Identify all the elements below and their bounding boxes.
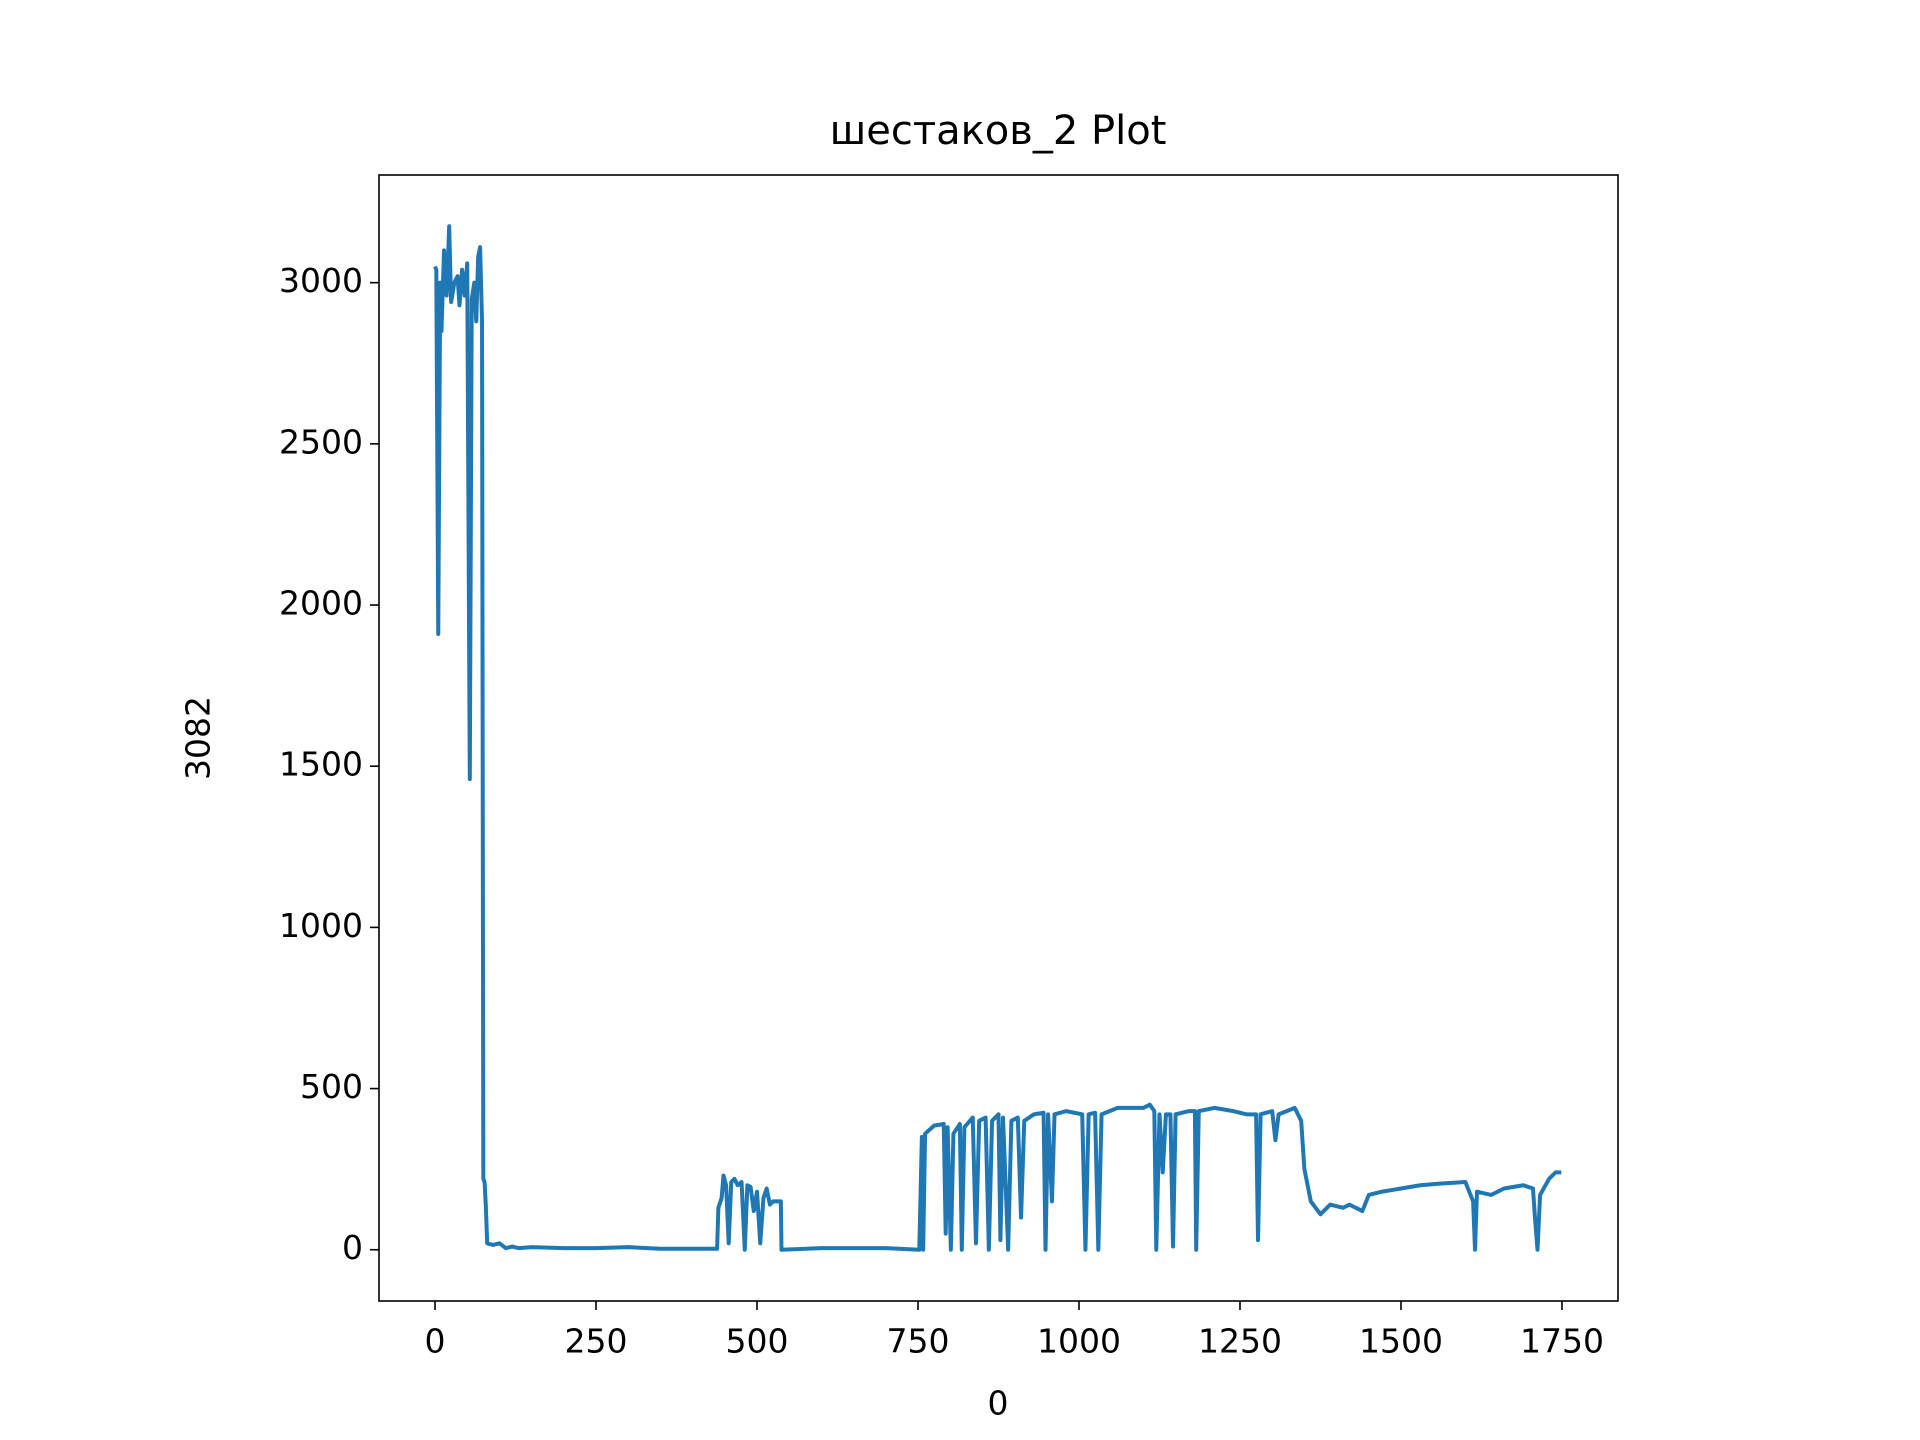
x-axis-label: 0 <box>988 1384 1009 1423</box>
plot-frame <box>378 174 1619 1302</box>
y-tick-label: 2000 <box>279 584 363 623</box>
x-tick-label: 1250 <box>1198 1322 1282 1361</box>
x-tick-label: 0 <box>425 1322 446 1361</box>
y-tick-label: 0 <box>342 1228 363 1267</box>
x-tick-label: 250 <box>565 1322 628 1361</box>
x-tick-label: 750 <box>887 1322 950 1361</box>
y-tick-label: 3000 <box>279 261 363 300</box>
y-tick-label: 500 <box>300 1067 363 1106</box>
x-tick-label: 1500 <box>1359 1322 1443 1361</box>
x-tick-label: 1750 <box>1520 1322 1604 1361</box>
y-tick-label: 2500 <box>279 422 363 461</box>
chart-title: шестаков_2 Plot <box>830 108 1167 154</box>
y-tick-label: 1500 <box>279 745 363 784</box>
data-line <box>433 224 1562 1252</box>
y-axis-label: 3082 <box>179 696 218 780</box>
y-tick-label: 1000 <box>279 906 363 945</box>
x-tick-label: 1000 <box>1037 1322 1121 1361</box>
x-tick-label: 500 <box>726 1322 789 1361</box>
